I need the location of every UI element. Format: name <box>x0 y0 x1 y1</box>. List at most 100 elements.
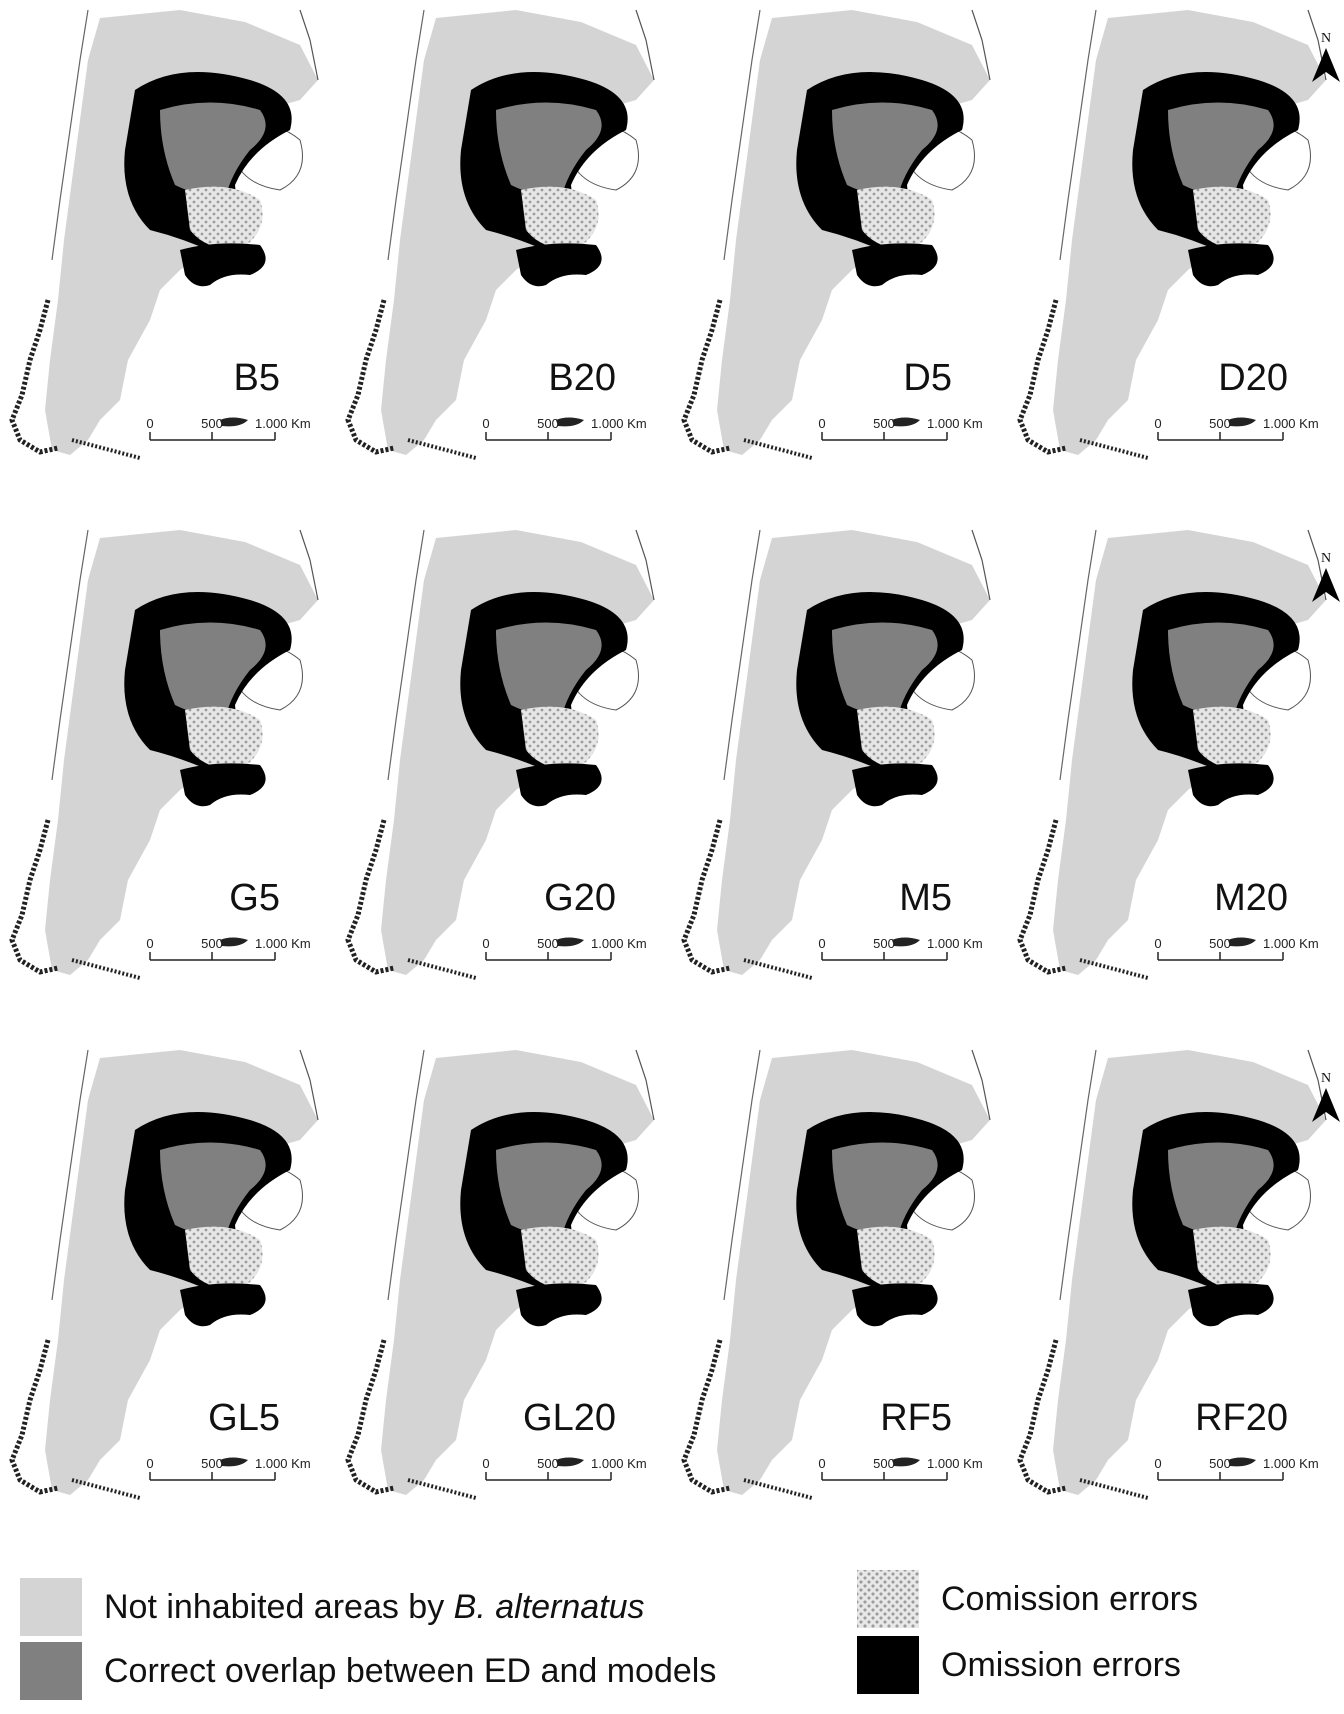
map-panel: G20 0 500 1.000 Km <box>348 530 654 978</box>
scale-bar: 0 500 1.000 Km <box>818 416 983 441</box>
map-panel: RF20 0 500 1.000 Km N <box>1020 1050 1340 1498</box>
panel-label: G5 <box>229 877 280 919</box>
scale-tick-0: 0 <box>1154 936 1161 951</box>
region-comission <box>1193 1226 1271 1290</box>
scale-tick-500: 500 <box>873 936 895 951</box>
legend-comission-label: Comission errors <box>941 1579 1198 1618</box>
region-comission <box>521 186 599 250</box>
legend-correct-overlap-label: Correct overlap between ED and models <box>104 1651 717 1690</box>
legend-not-inhabited: Not inhabited areas by B. alternatus <box>20 1578 645 1636</box>
region-comission <box>857 1226 935 1290</box>
map-panel: G5 0 500 1.000 Km <box>12 530 318 978</box>
region-omission-south <box>180 1283 266 1327</box>
region-omission-south <box>852 243 938 287</box>
scale-tick-500: 500 <box>201 936 223 951</box>
region-overlap <box>832 102 938 200</box>
scale-tick-1000: 1.000 Km <box>927 936 983 951</box>
scale-tick-0: 0 <box>818 936 825 951</box>
scale-bar: 0 500 1.000 Km <box>1154 1456 1319 1481</box>
scale-bar: 0 500 1.000 Km <box>482 936 647 961</box>
map-panel: GL5 0 500 1.000 Km <box>12 1050 318 1498</box>
panel-label: G20 <box>544 877 616 919</box>
legend: Not inhabited areas by B. alternatus Cor… <box>0 1560 1344 1714</box>
map-panel: D5 0 500 1.000 Km <box>684 10 990 458</box>
scale-tick-0: 0 <box>146 416 153 431</box>
scale-tick-1000: 1.000 Km <box>1263 936 1319 951</box>
region-overlap <box>160 102 266 200</box>
scale-tick-1000: 1.000 Km <box>927 1456 983 1471</box>
scale-tick-1000: 1.000 Km <box>1263 416 1319 431</box>
region-comission <box>521 1226 599 1290</box>
scale-tick-1000: 1.000 Km <box>591 416 647 431</box>
swatch-omission <box>857 1636 919 1694</box>
region-overlap <box>160 1142 266 1240</box>
scale-bar: 0 500 1.000 Km <box>1154 936 1319 961</box>
scale-bar: 0 500 1.000 Km <box>818 936 983 961</box>
scale-tick-1000: 1.000 Km <box>255 1456 311 1471</box>
swatch-correct-overlap <box>20 1642 82 1700</box>
scale-tick-0: 0 <box>146 936 153 951</box>
scale-tick-500: 500 <box>537 416 559 431</box>
panel-label: M5 <box>899 877 952 919</box>
region-overlap <box>160 622 266 720</box>
scale-tick-0: 0 <box>482 936 489 951</box>
swatch-not-inhabited <box>20 1578 82 1636</box>
scale-tick-500: 500 <box>201 416 223 431</box>
region-overlap <box>1168 102 1274 200</box>
region-omission-south <box>852 763 938 807</box>
scale-tick-500: 500 <box>201 1456 223 1471</box>
panel-label: RF5 <box>880 1397 952 1439</box>
scale-tick-500: 500 <box>1209 416 1231 431</box>
region-omission-south <box>852 1283 938 1327</box>
region-omission-south <box>516 763 602 807</box>
north-arrow-icon: N <box>1312 551 1340 602</box>
scale-tick-500: 500 <box>537 1456 559 1471</box>
region-omission-south <box>1188 763 1274 807</box>
legend-not-inhabited-prefix: Not inhabited areas by <box>104 1587 454 1626</box>
region-omission-south <box>180 243 266 287</box>
region-comission <box>857 186 935 250</box>
scale-tick-500: 500 <box>1209 936 1231 951</box>
north-label: N <box>1321 31 1331 46</box>
panel-label: RF20 <box>1195 1397 1288 1439</box>
panel-label: B20 <box>548 357 616 399</box>
region-overlap <box>496 1142 602 1240</box>
map-panel: D20 0 500 1.000 Km N <box>1020 10 1340 458</box>
scale-tick-500: 500 <box>873 1456 895 1471</box>
scale-bar: 0 500 1.000 Km <box>146 416 311 441</box>
scale-bar: 0 500 1.000 Km <box>1154 416 1319 441</box>
legend-comission: Comission errors <box>857 1570 1198 1628</box>
north-label: N <box>1321 551 1331 566</box>
map-panel: B20 0 500 1.000 Km <box>348 10 654 458</box>
legend-omission: Omission errors <box>857 1636 1181 1694</box>
legend-correct-overlap: Correct overlap between ED and models <box>20 1642 716 1700</box>
panel-label: D5 <box>903 357 952 399</box>
panel-label: GL20 <box>523 1397 616 1439</box>
north-arrow-icon: N <box>1312 1071 1340 1122</box>
region-omission-south <box>516 243 602 287</box>
legend-omission-label: Omission errors <box>941 1645 1181 1684</box>
panel-label: M20 <box>1214 877 1288 919</box>
scale-tick-1000: 1.000 Km <box>1263 1456 1319 1471</box>
region-comission <box>185 706 263 770</box>
panel-label: GL5 <box>208 1397 280 1439</box>
region-comission <box>185 1226 263 1290</box>
scale-tick-0: 0 <box>146 1456 153 1471</box>
region-comission <box>1193 186 1271 250</box>
scale-tick-500: 500 <box>1209 1456 1231 1471</box>
scale-tick-1000: 1.000 Km <box>255 416 311 431</box>
legend-species-name: B. alternatus <box>453 1587 645 1626</box>
region-comission <box>521 706 599 770</box>
region-overlap <box>1168 1142 1274 1240</box>
scale-tick-0: 0 <box>818 1456 825 1471</box>
region-omission-south <box>1188 1283 1274 1327</box>
panel-label: B5 <box>234 357 280 399</box>
map-panel: GL20 0 500 1.000 Km <box>348 1050 654 1498</box>
scale-tick-0: 0 <box>482 1456 489 1471</box>
north-arrow-icon: N <box>1312 31 1340 82</box>
region-omission-south <box>1188 243 1274 287</box>
scale-tick-1000: 1.000 Km <box>591 1456 647 1471</box>
region-comission <box>857 706 935 770</box>
map-grid: B5 0 500 1.000 Km B20 0 500 1.000 Km D5 0 500 1.000… <box>0 0 1340 1560</box>
scale-tick-1000: 1.000 Km <box>255 936 311 951</box>
